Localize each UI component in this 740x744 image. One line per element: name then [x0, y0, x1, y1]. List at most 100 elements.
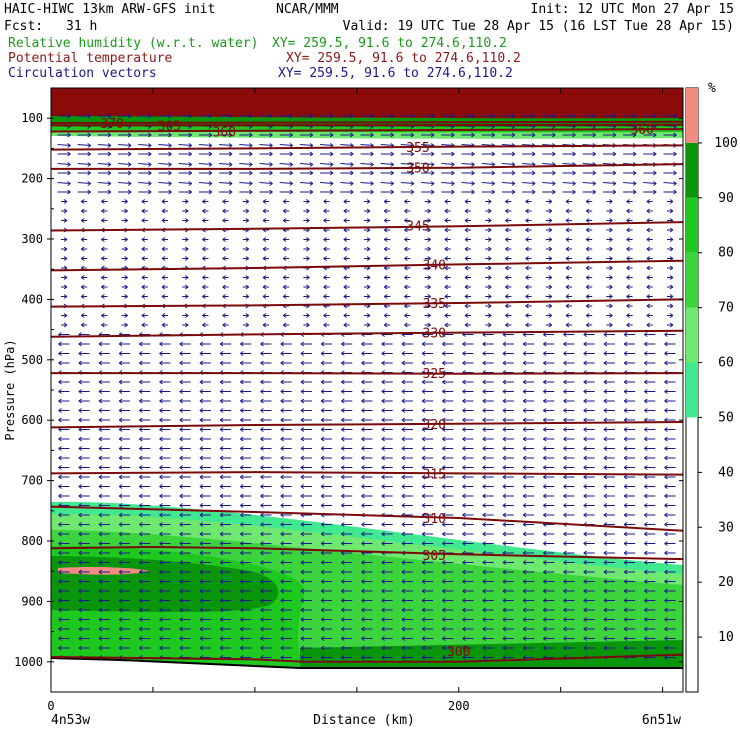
vector-arrowhead: [184, 313, 189, 318]
vector-arrowhead: [280, 408, 284, 413]
vector-arrowhead: [462, 503, 466, 508]
theta-contour-label: 345: [406, 220, 429, 235]
vector-arrowhead: [427, 275, 431, 280]
vector-arrowhead: [632, 181, 637, 186]
vector-arrowhead: [101, 294, 105, 299]
vector-arrowhead: [101, 246, 105, 252]
vector-arrowhead: [341, 379, 345, 385]
vector-arrowhead: [240, 379, 244, 385]
vector-arrowhead: [505, 322, 509, 328]
vector-arrow: [441, 182, 455, 184]
vector-arrowhead: [623, 550, 628, 556]
vector-arrowhead: [124, 284, 128, 290]
field-xy-rh: XY= 259.5, 91.6 to 274.6,110.2: [272, 36, 507, 51]
vector-arrowhead: [609, 237, 613, 242]
vector-arrowhead: [442, 408, 446, 413]
vector-arrowhead: [609, 313, 613, 318]
vector-arrowhead: [410, 132, 415, 138]
y-tick-label: 600: [21, 413, 43, 427]
vector-arrowhead: [141, 313, 146, 318]
vector-arrowhead: [240, 626, 244, 632]
vector-arrowhead: [381, 522, 385, 527]
vector-arrowhead: [361, 341, 365, 347]
vector-arrowhead: [300, 655, 305, 660]
vector-arrowhead: [623, 446, 628, 451]
vector-arrowhead: [199, 503, 204, 508]
vector-arrowhead: [262, 256, 267, 261]
vector-arrowhead: [98, 484, 103, 489]
vector-arrowhead: [139, 417, 143, 423]
vector-arrowhead: [343, 208, 348, 214]
vector-arrowhead: [482, 598, 486, 603]
vector-arrowhead: [370, 113, 374, 119]
x-axis: 0 200: [47, 88, 664, 713]
vector-arrowhead: [646, 199, 651, 204]
vector-arrowhead: [361, 398, 365, 404]
vector-arrowhead: [623, 598, 628, 603]
vector-arrowhead: [664, 645, 668, 651]
vector-arrowhead: [139, 645, 143, 651]
vector-arrowhead: [522, 379, 527, 385]
vector-arrowhead: [168, 162, 172, 167]
vector-arrowhead: [381, 598, 385, 603]
vector-arrowhead: [199, 645, 204, 651]
vector-arrowhead: [444, 227, 449, 233]
vector-arrowhead: [404, 322, 408, 328]
vector-arrowhead: [329, 132, 334, 138]
vector-arrow: [118, 163, 132, 165]
vector-arrowhead: [350, 151, 354, 157]
vector-arrowhead: [401, 360, 406, 366]
vector-arrowhead: [341, 408, 345, 413]
vector-arrowhead: [159, 379, 163, 385]
vector-arrowhead: [63, 208, 68, 214]
vector-arrowhead: [139, 455, 143, 461]
vector-arrowhead: [609, 227, 613, 233]
vector-arrowhead: [442, 379, 446, 385]
vector-arrowhead: [585, 313, 590, 318]
vector-arrow: [57, 163, 71, 165]
vector-arrowhead: [141, 275, 146, 280]
vector-arrowhead: [240, 607, 244, 613]
vector-arrowhead: [240, 351, 244, 356]
vector-arrow: [259, 182, 273, 184]
vector-arrowhead: [664, 531, 668, 537]
vector-arrowhead: [98, 560, 103, 565]
vector-arrowhead: [139, 427, 143, 432]
vector-arrowhead: [462, 569, 466, 575]
vector-arrowhead: [505, 303, 509, 309]
vector-arrowhead: [664, 512, 668, 518]
vector-arrowhead: [139, 503, 143, 508]
vector-arrowhead: [188, 170, 192, 176]
vector-arrowhead: [563, 598, 567, 603]
vector-arrowhead: [361, 408, 365, 413]
vector-arrowhead: [329, 162, 334, 167]
vector-arrowhead: [341, 541, 345, 546]
vector-arrowhead: [107, 181, 112, 186]
theta-contour-label: 330: [423, 327, 446, 342]
vector-arrowhead: [202, 322, 206, 328]
vector-arrowhead: [245, 237, 250, 242]
vector-arrowhead: [471, 162, 475, 167]
vector-arrowhead: [366, 294, 371, 299]
vector-arrowhead: [199, 455, 204, 461]
vector-arrowhead: [118, 503, 123, 508]
vector-arrowhead: [421, 455, 426, 461]
vector-arrowhead: [179, 389, 183, 394]
vector-arrow: [380, 182, 394, 184]
vector-arrowhead: [603, 541, 608, 546]
vector-arrowhead: [179, 417, 183, 423]
vector-arrowhead: [502, 607, 507, 613]
vector-arrowhead: [139, 598, 143, 603]
vector-arrowhead: [502, 560, 507, 565]
vector-arrowhead: [664, 588, 668, 594]
vector-arrowhead: [282, 208, 287, 214]
vector-arrowhead: [525, 199, 529, 204]
theta-contour-label: 315: [423, 467, 446, 482]
vector-arrowhead: [552, 170, 556, 176]
vector-arrowhead: [179, 493, 183, 499]
vector-arrowhead: [361, 417, 365, 423]
vector-arrowhead: [664, 541, 668, 546]
vector-arrowhead: [219, 541, 224, 546]
vector-arrowhead: [240, 531, 244, 537]
vector-arrowhead: [464, 237, 469, 242]
